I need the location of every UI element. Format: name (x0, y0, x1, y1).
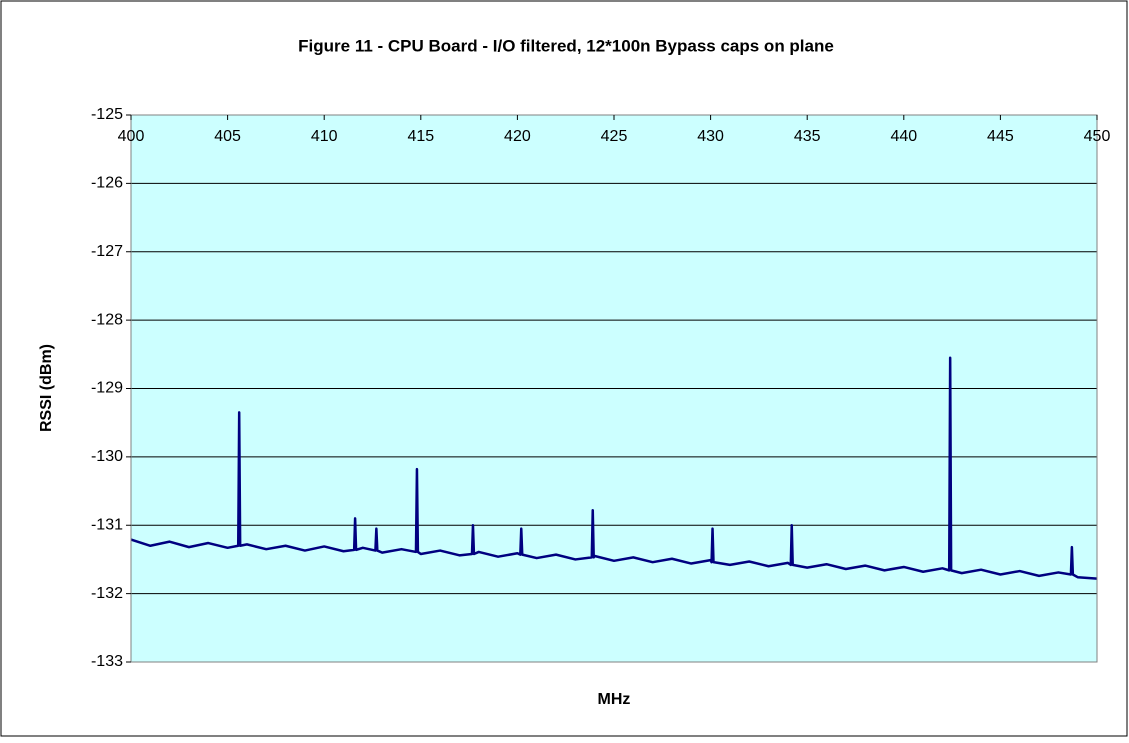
x-axis-label: MHz (598, 691, 631, 708)
y-tick-label: -129 (91, 380, 123, 397)
x-tick-label: 430 (697, 128, 724, 145)
y-tick-label: -132 (91, 585, 123, 602)
y-tick-label: -131 (91, 516, 123, 533)
x-tick-label: 415 (407, 128, 434, 145)
x-tick-label: 425 (601, 128, 628, 145)
chart-title: Figure 11 - CPU Board - I/O filtered, 12… (298, 36, 834, 55)
x-tick-label: 440 (890, 128, 917, 145)
x-tick-label: 405 (214, 128, 241, 145)
y-tick-label: -127 (91, 243, 123, 260)
grid (131, 114, 1097, 663)
plot (130, 356, 1098, 580)
y-tick-label: -128 (91, 311, 123, 328)
y-tick-label: -133 (91, 653, 123, 670)
y-axis-label: RSSI (dBm) (38, 344, 55, 432)
x-tick-label: 435 (794, 128, 821, 145)
y-tick-label: -126 (91, 175, 123, 192)
x-tick-label: 445 (987, 128, 1014, 145)
y-tick-label: -125 (91, 106, 123, 123)
y-tick-label: -130 (91, 448, 123, 465)
x-tick-label: 450 (1084, 128, 1111, 145)
x-tick-label: 400 (118, 128, 145, 145)
x-tick-label: 420 (504, 128, 531, 145)
data-line (130, 356, 1098, 580)
x-tick-label: 410 (311, 128, 338, 145)
